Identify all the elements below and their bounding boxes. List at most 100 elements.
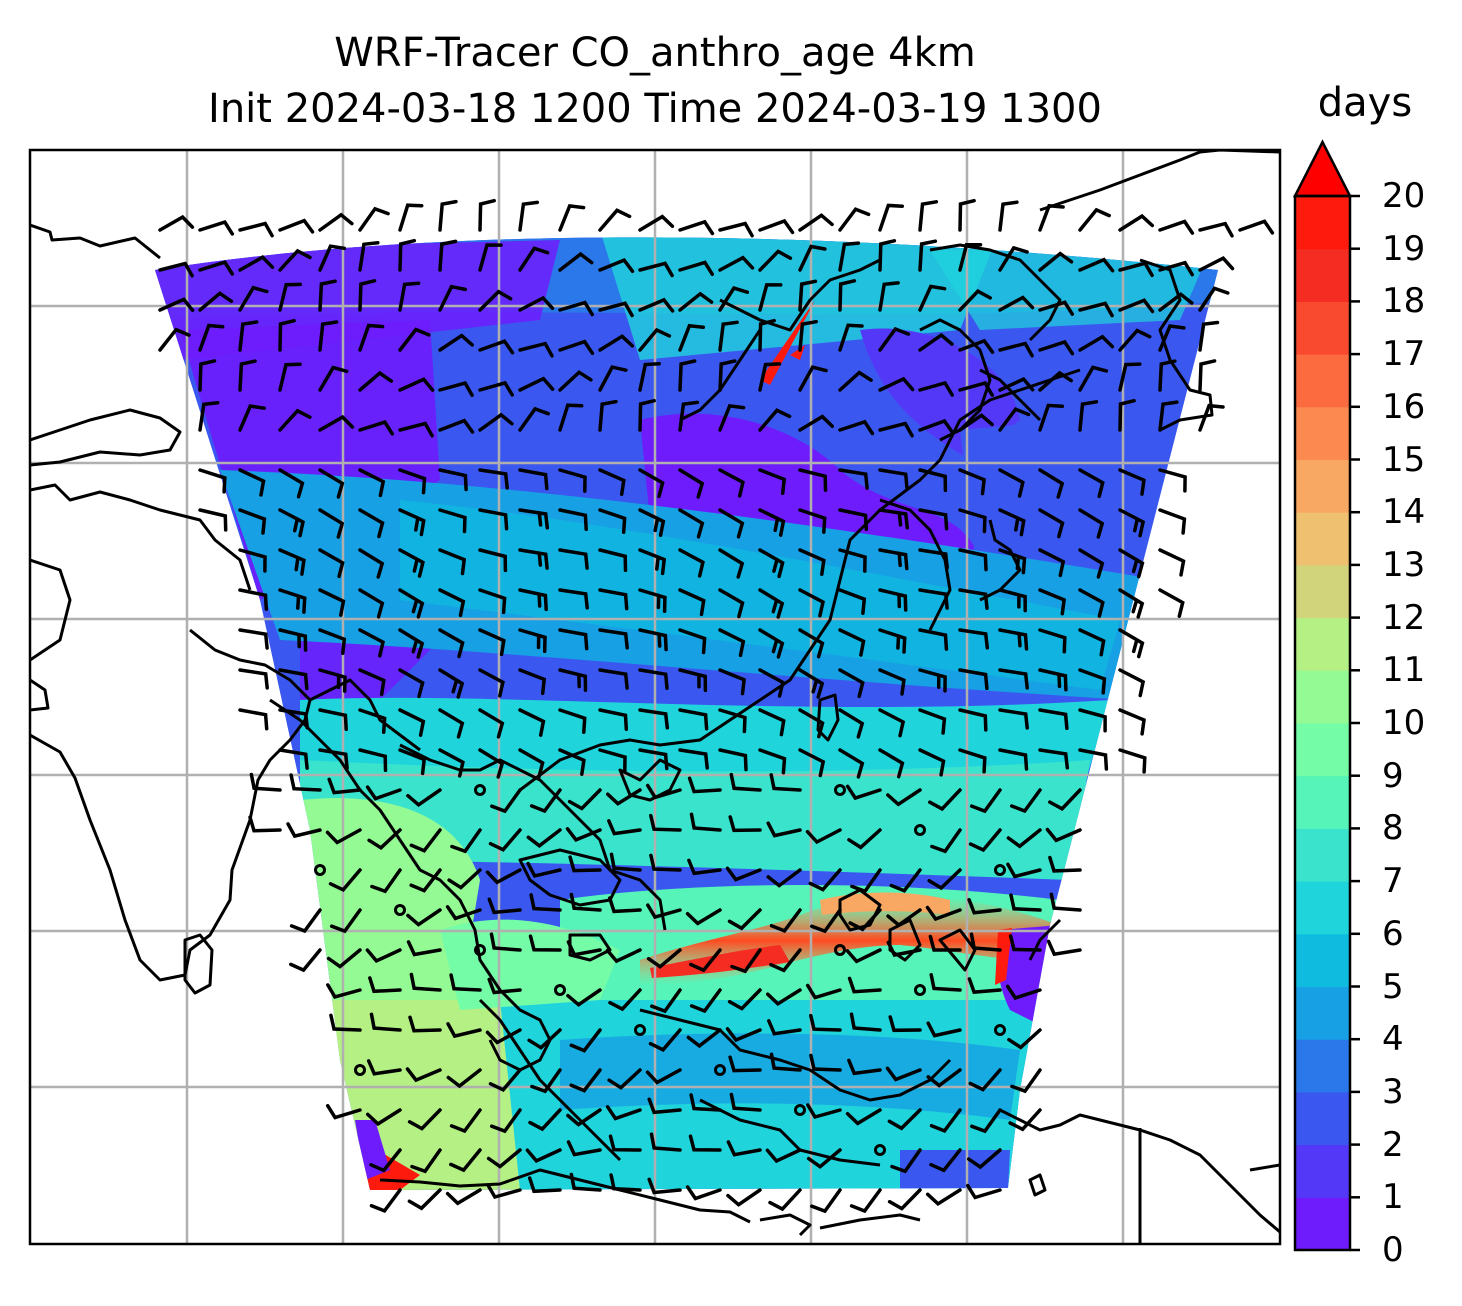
wind-barb	[769, 948, 802, 973]
wind-barb	[685, 908, 722, 926]
wind-barb	[838, 588, 867, 615]
wind-barb	[1038, 403, 1065, 432]
wind-barb	[1118, 328, 1152, 352]
wind-barb	[1049, 892, 1082, 912]
calm-wind-circle	[994, 864, 1006, 876]
wind-barb	[998, 200, 1019, 232]
wind-barb	[689, 812, 722, 832]
wind-barb	[958, 413, 994, 432]
wind-barb	[1009, 788, 1042, 814]
wind-barb	[278, 508, 305, 538]
wind-barb	[648, 1028, 682, 1052]
wind-barb	[689, 1093, 722, 1112]
wind-barb	[878, 239, 897, 272]
calm-wind-circle	[354, 1064, 366, 1076]
wind-barb	[1198, 403, 1225, 432]
wind-barb	[238, 708, 269, 731]
wind-barb	[758, 408, 792, 432]
wind-barb	[278, 668, 309, 691]
wind-barb	[727, 908, 762, 931]
wind-barb	[358, 628, 386, 658]
calm-wind-circle	[474, 784, 486, 796]
wind-barb	[758, 748, 787, 775]
wind-barb	[638, 508, 666, 537]
wind-barb	[478, 339, 515, 355]
wind-barb	[607, 896, 642, 914]
colorbar-tick-label: 0	[1382, 1230, 1404, 1270]
wind-barb	[838, 241, 861, 272]
wind-barb	[878, 281, 900, 312]
wind-barb	[1158, 292, 1194, 312]
wind-barb	[798, 708, 825, 739]
wind-barb	[598, 334, 635, 352]
wind-barb	[638, 297, 675, 313]
wind-barb	[478, 628, 506, 657]
wind-barb	[478, 708, 505, 739]
wind-barb	[968, 1068, 1002, 1092]
wind-barb	[398, 281, 421, 312]
wind-barb	[318, 279, 337, 312]
wind-barb	[849, 1188, 882, 1214]
wind-barb	[1078, 334, 1115, 352]
wind-barb	[998, 407, 1031, 432]
wind-barb	[958, 668, 989, 691]
wind-barb	[678, 588, 706, 617]
wind-barb	[878, 708, 906, 738]
wind-barb	[998, 341, 1034, 358]
colorbar-unit-label: days	[1317, 80, 1413, 126]
colorbar-segment	[1295, 881, 1350, 935]
wind-barb	[758, 548, 785, 579]
wind-barb	[758, 468, 787, 496]
wind-barb	[368, 976, 402, 994]
wind-barb	[1038, 748, 1070, 770]
wind-barb	[838, 548, 867, 573]
wind-barb	[798, 628, 825, 659]
wind-barb	[238, 668, 269, 690]
colorbar-segment	[1295, 196, 1350, 250]
wind-barb	[918, 628, 949, 651]
wind-barb	[1008, 934, 1042, 952]
wind-barb	[718, 221, 754, 238]
wind-barb	[650, 988, 682, 1014]
wind-barb	[758, 708, 786, 737]
colorbar-segment	[1295, 301, 1350, 355]
wind-barb	[518, 628, 547, 654]
wind-barb	[488, 1068, 522, 1092]
wind-barb	[878, 588, 908, 612]
wind-barb	[518, 468, 549, 491]
wind-barb	[238, 468, 266, 497]
calm-wind-circle	[314, 864, 326, 876]
wind-barb	[369, 1188, 402, 1214]
wind-barb	[398, 203, 424, 232]
wind-barb	[1198, 320, 1220, 352]
wind-barb	[1118, 468, 1146, 496]
wind-barb	[278, 748, 309, 770]
calm-wind-circle	[834, 944, 846, 956]
wind-barb	[1038, 708, 1069, 731]
wind-barb	[638, 398, 656, 432]
calm-wind-circle	[474, 944, 486, 956]
wind-barb	[929, 1148, 962, 1173]
wind-barb	[687, 776, 722, 794]
wind-barb	[649, 1132, 682, 1152]
wind-barb	[358, 468, 386, 498]
wind-barb	[968, 828, 1002, 853]
wind-barb	[318, 365, 349, 392]
wind-barb	[158, 261, 194, 278]
wind-barb	[890, 1148, 922, 1174]
wind-barb	[318, 668, 347, 693]
colorbar-segment	[1295, 406, 1350, 460]
wind-barb	[998, 376, 1035, 392]
wind-barb	[1048, 855, 1082, 873]
wind-barb	[1158, 400, 1179, 432]
wind-barb	[1078, 548, 1105, 579]
wind-barb	[969, 788, 1002, 814]
wind-barb	[438, 588, 466, 618]
wind-barb	[478, 588, 507, 615]
wind-barb	[569, 1172, 602, 1192]
wind-barb	[718, 403, 746, 432]
wind-barb	[158, 297, 195, 313]
wind-barb	[409, 972, 442, 992]
wind-barb	[409, 868, 442, 893]
wind-barb	[1198, 221, 1234, 238]
